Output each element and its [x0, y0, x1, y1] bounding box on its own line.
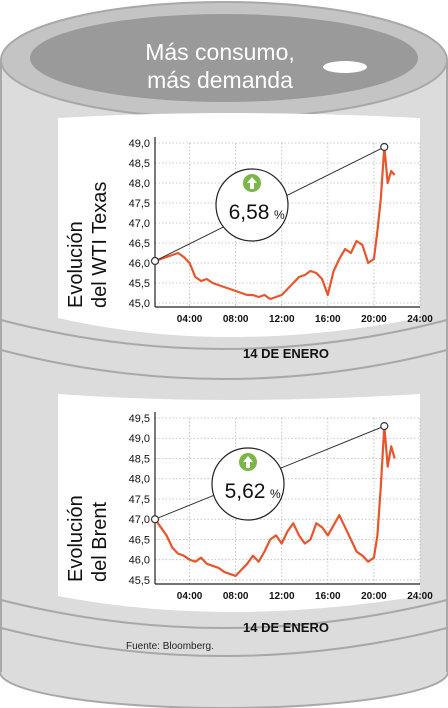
chart-wti-xtick-label: 16:00 [315, 314, 341, 325]
chart-brent-ytick-label: 46,0 [129, 555, 150, 567]
barrel-cap [323, 61, 367, 73]
chart-wti-start-point [150, 256, 160, 266]
title-line-1: Más consumo, [145, 39, 295, 65]
chart-wti-ytick-label: 47,5 [129, 198, 150, 210]
chart-wti-change-badge [215, 168, 289, 242]
chart-brent-xtick-label: 20:00 [361, 591, 387, 602]
chart-wti-ytick-label: 45,5 [129, 278, 150, 290]
chart-wti-ytick-label: 48,0 [129, 178, 150, 190]
chart-wti-ytick-label: 48,5 [129, 158, 150, 170]
chart-wti-ytick-label: 46,5 [129, 238, 150, 250]
chart-wti-change-unit: % [274, 208, 285, 222]
chart-wti-xtick-label: 20:00 [361, 314, 387, 325]
barrel-hoop-top-inner [0, 349, 448, 380]
chart-brent-xtick-label: 08:00 [223, 591, 249, 602]
chart-wti-ytick-label: 45,0 [129, 298, 150, 310]
barrel-hoop-bottom [0, 599, 448, 629]
chart-brent-ytick-label: 49,0 [129, 433, 150, 445]
chart-brent-xlabel: 14 DE ENERO [243, 620, 329, 635]
chart-wti-ytick-label: 47,0 [129, 218, 150, 230]
chart-brent-xtick-label: 04:00 [177, 591, 203, 602]
chart-brent-change-badge [211, 447, 285, 521]
chart-brent-up-arrow-glyph [243, 456, 253, 468]
chart-brent-ytick-label: 47,0 [129, 514, 150, 526]
chart-wti-series-line [154, 145, 396, 301]
chart-brent-xtick-label: 24:00 [407, 591, 433, 602]
barrel-hoop-bottom-inner [0, 627, 448, 657]
chart-wti-xtick-label: 24:00 [407, 314, 433, 325]
chart-brent-ytick-label: 45,5 [129, 575, 150, 587]
barrel-hoop-top [0, 319, 448, 350]
chart-wti-ytick-label: 49,0 [129, 138, 150, 150]
chart-wti-up-arrow-glyph [247, 177, 257, 189]
chart-wti-ytick-label: 46,0 [129, 258, 150, 270]
barrel-lid [30, 14, 418, 102]
chart-wti-xtick-label: 08:00 [223, 314, 249, 325]
title-line-2: más demanda [147, 67, 293, 93]
chart-brent-change-value: 5,62 [225, 480, 266, 503]
chart-brent-ytick-label: 48,5 [129, 453, 150, 465]
chart-wti-change-value: 6,58 [229, 201, 270, 224]
chart-brent-ytick-label: 49,5 [129, 413, 150, 425]
source-note: Fuente: Bloomberg. [126, 641, 214, 652]
chart-wti-xtick-label: 04:00 [177, 314, 203, 325]
chart-wti-xtick-label: 12:00 [269, 314, 295, 325]
chart-brent-ytick-label: 47,5 [129, 494, 150, 506]
chart-brent-xtick-label: 16:00 [315, 591, 341, 602]
chart-brent-ytick-label: 48,0 [129, 474, 150, 486]
chart-wti-xlabel: 14 DE ENERO [243, 346, 329, 361]
chart-brent-end-point [380, 421, 389, 431]
chart-brent-series-line [154, 425, 396, 578]
chart-brent-start-point [150, 515, 160, 524]
chart-brent-xtick-label: 12:00 [269, 591, 295, 602]
chart-brent-ytick-label: 46,5 [129, 534, 150, 546]
chart-wti-end-point [380, 142, 389, 152]
chart-brent-change-unit: % [270, 487, 281, 501]
